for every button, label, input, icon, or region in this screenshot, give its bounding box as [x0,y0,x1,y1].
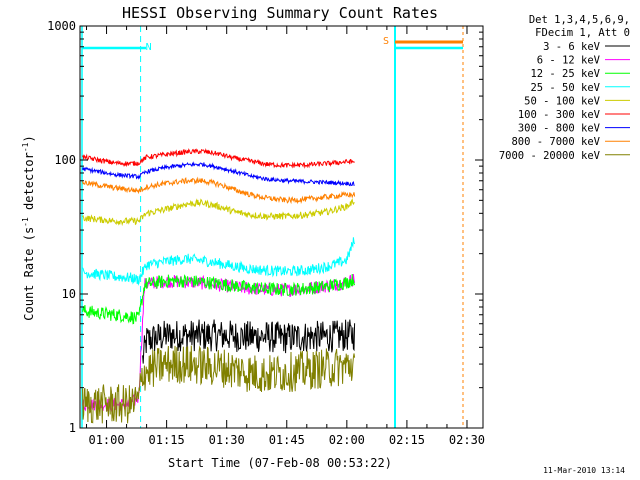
x-tick-label: 01:30 [209,433,245,447]
series-line-4 [82,237,356,286]
legend-label: 12 - 25 keV [530,68,600,80]
marker-n-label: N [146,42,152,53]
x-tick-label: 01:00 [88,433,124,447]
series-line-1 [142,319,356,364]
x-tick-label: 02:30 [449,433,485,447]
legend-label: 800 - 7000 keV [511,136,600,148]
plot-frame [79,25,484,429]
y-axis-label: Count Rate (s-1 detector-1) [21,135,36,320]
series-line-6 [82,148,355,169]
y-tick-label: 1 [69,421,76,435]
x-tick-label: 01:15 [149,433,185,447]
y-tick-label: 10 [62,287,76,301]
x-tick-label: 02:00 [329,433,365,447]
y-tick-label: 1000 [47,19,76,33]
x-axis-label: Start Time (07-Feb-08 00:53:22) [168,456,392,470]
marker-s-label: S [383,36,389,47]
legend-label: 3 - 6 keV [543,41,601,53]
x-tick-label: 01:45 [269,433,305,447]
legend: Det 1,3,4,5,6,9, FDecim 1, Att 0 3 - 6 k… [499,14,630,162]
series-line-9 [82,345,356,424]
legend-label: 6 - 12 keV [537,55,601,67]
y-tick-label: 100 [54,153,76,167]
legend-header-line2: FDecim 1, Att 0 [535,27,630,39]
chart-title: HESSI Observing Summary Count Rates [122,4,438,22]
legend-header-line1: Det 1,3,4,5,6,9, [529,14,630,26]
series-line-7 [82,161,355,187]
series-line-5 [82,198,355,227]
series-line-3 [82,273,356,325]
legend-label: 100 - 300 keV [518,109,601,121]
series-line-8 [82,176,356,205]
x-tick-label: 02:15 [389,433,425,447]
legend-label: 300 - 800 keV [518,123,601,135]
legend-label: 7000 - 20000 keV [499,150,601,162]
legend-label: 50 - 100 keV [524,95,601,107]
timestamp: 11-Mar-2010 13:14 [543,466,625,475]
legend-label: 25 - 50 keV [530,82,600,94]
